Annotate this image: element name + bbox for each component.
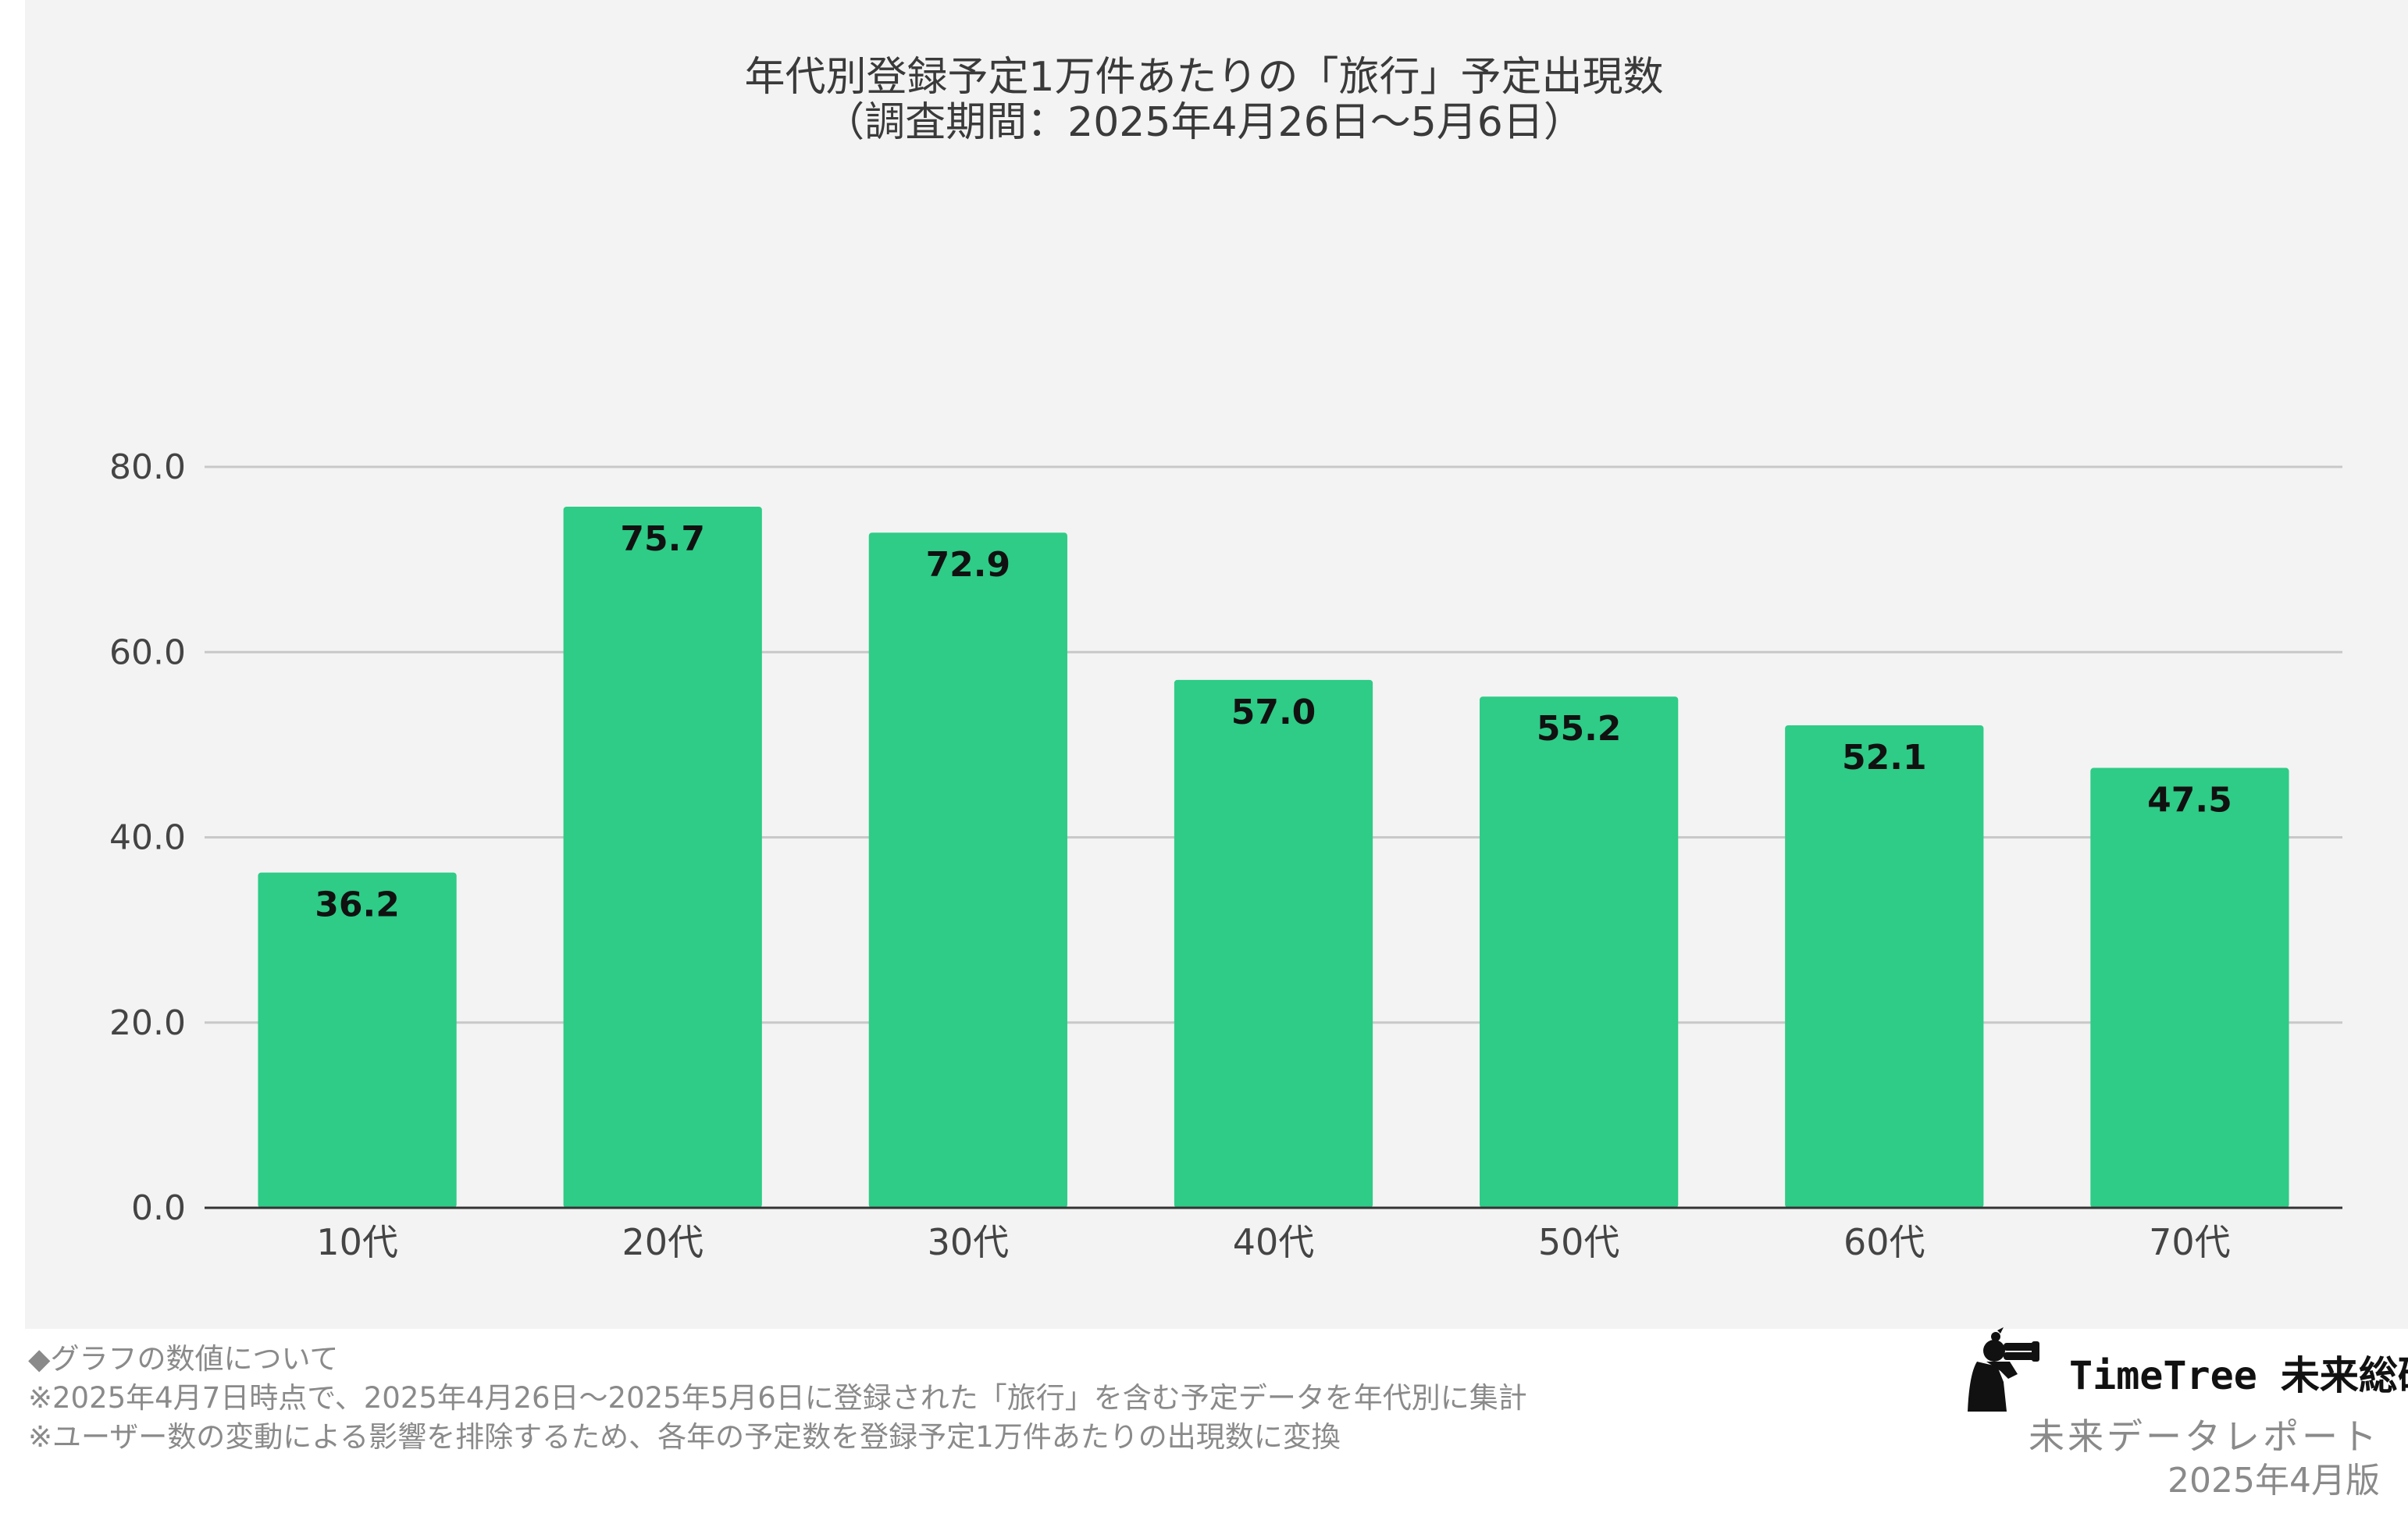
- data-label: 57.0: [1231, 693, 1316, 732]
- data-label: 52.1: [1842, 738, 1927, 778]
- chart-title-line1: 年代別登録予定1万件あたりの「旅行」予定出現数: [744, 54, 1664, 101]
- bar: [868, 532, 1067, 1208]
- x-tick-label: 30代: [928, 1221, 1010, 1263]
- y-tick-label: 80.0: [109, 447, 186, 487]
- chart-title: 年代別登録予定1万件あたりの「旅行」予定出現数 （調査期間：2025年4月26日…: [0, 55, 2408, 145]
- y-tick-label: 0.0: [131, 1188, 186, 1228]
- report-edition: 2025年4月版: [2168, 1461, 2380, 1501]
- bars: [258, 507, 2289, 1208]
- brand-name: TimeTree 未来総研: [2069, 1353, 2408, 1398]
- data-label: 75.7: [620, 519, 705, 559]
- data-label: 72.9: [926, 545, 1011, 585]
- y-tick-label: 60.0: [109, 632, 186, 672]
- note-line: ※ユーザー数の変動による影響を排除するため、各年の予定数を登録予定1万件あたりの…: [28, 1420, 1341, 1454]
- person-with-binoculars-icon: [1968, 1327, 2039, 1412]
- report-name: 未来データレポート: [2029, 1415, 2380, 1458]
- y-axis-ticks: 0.0 20.0 40.0 60.0 80.0: [109, 447, 186, 1228]
- x-tick-label: 40代: [1233, 1221, 1315, 1263]
- x-tick-label: 50代: [1538, 1221, 1620, 1263]
- gridlines: [205, 465, 2342, 1024]
- bar: [563, 507, 762, 1208]
- bar: [1785, 725, 1984, 1208]
- bar: [2090, 767, 2289, 1208]
- x-tick-label: 10代: [316, 1221, 398, 1263]
- x-axis-ticks: 10代 20代 30代 40代 50代 60代 70代: [316, 1221, 2230, 1263]
- bar: [1480, 696, 1679, 1208]
- data-label: 47.5: [2147, 781, 2232, 821]
- data-label: 36.2: [315, 885, 400, 925]
- x-tick-label: 70代: [2149, 1221, 2231, 1263]
- notes: ◆グラフの数値について ※2025年4月7日時点で、2025年4月26日〜202…: [28, 1340, 1527, 1457]
- y-tick-label: 20.0: [109, 1003, 186, 1043]
- chart-title-line2: （調査期間：2025年4月26日〜5月6日）: [824, 99, 1584, 146]
- bar-chart: 0.0 20.0 40.0 60.0 80.0 36.2 75.7 72.9 57.0 55.2…: [109, 447, 2342, 1263]
- brand-block: TimeTree 未来総研 未来データレポート 2025年4月版: [1963, 1327, 2408, 1515]
- data-labels: 36.2 75.7 72.9 57.0 55.2 52.1 47.5: [315, 519, 2232, 925]
- x-tick-label: 20代: [622, 1221, 704, 1263]
- y-tick-label: 40.0: [109, 818, 186, 858]
- bar: [1174, 679, 1373, 1208]
- data-label: 55.2: [1537, 709, 1622, 749]
- bar: [258, 872, 457, 1208]
- x-tick-label: 60代: [1843, 1221, 1925, 1263]
- note-line: ※2025年4月7日時点で、2025年4月26日〜2025年5月6日に登録された…: [28, 1381, 1527, 1415]
- note-heading: ◆グラフの数値について: [28, 1342, 339, 1376]
